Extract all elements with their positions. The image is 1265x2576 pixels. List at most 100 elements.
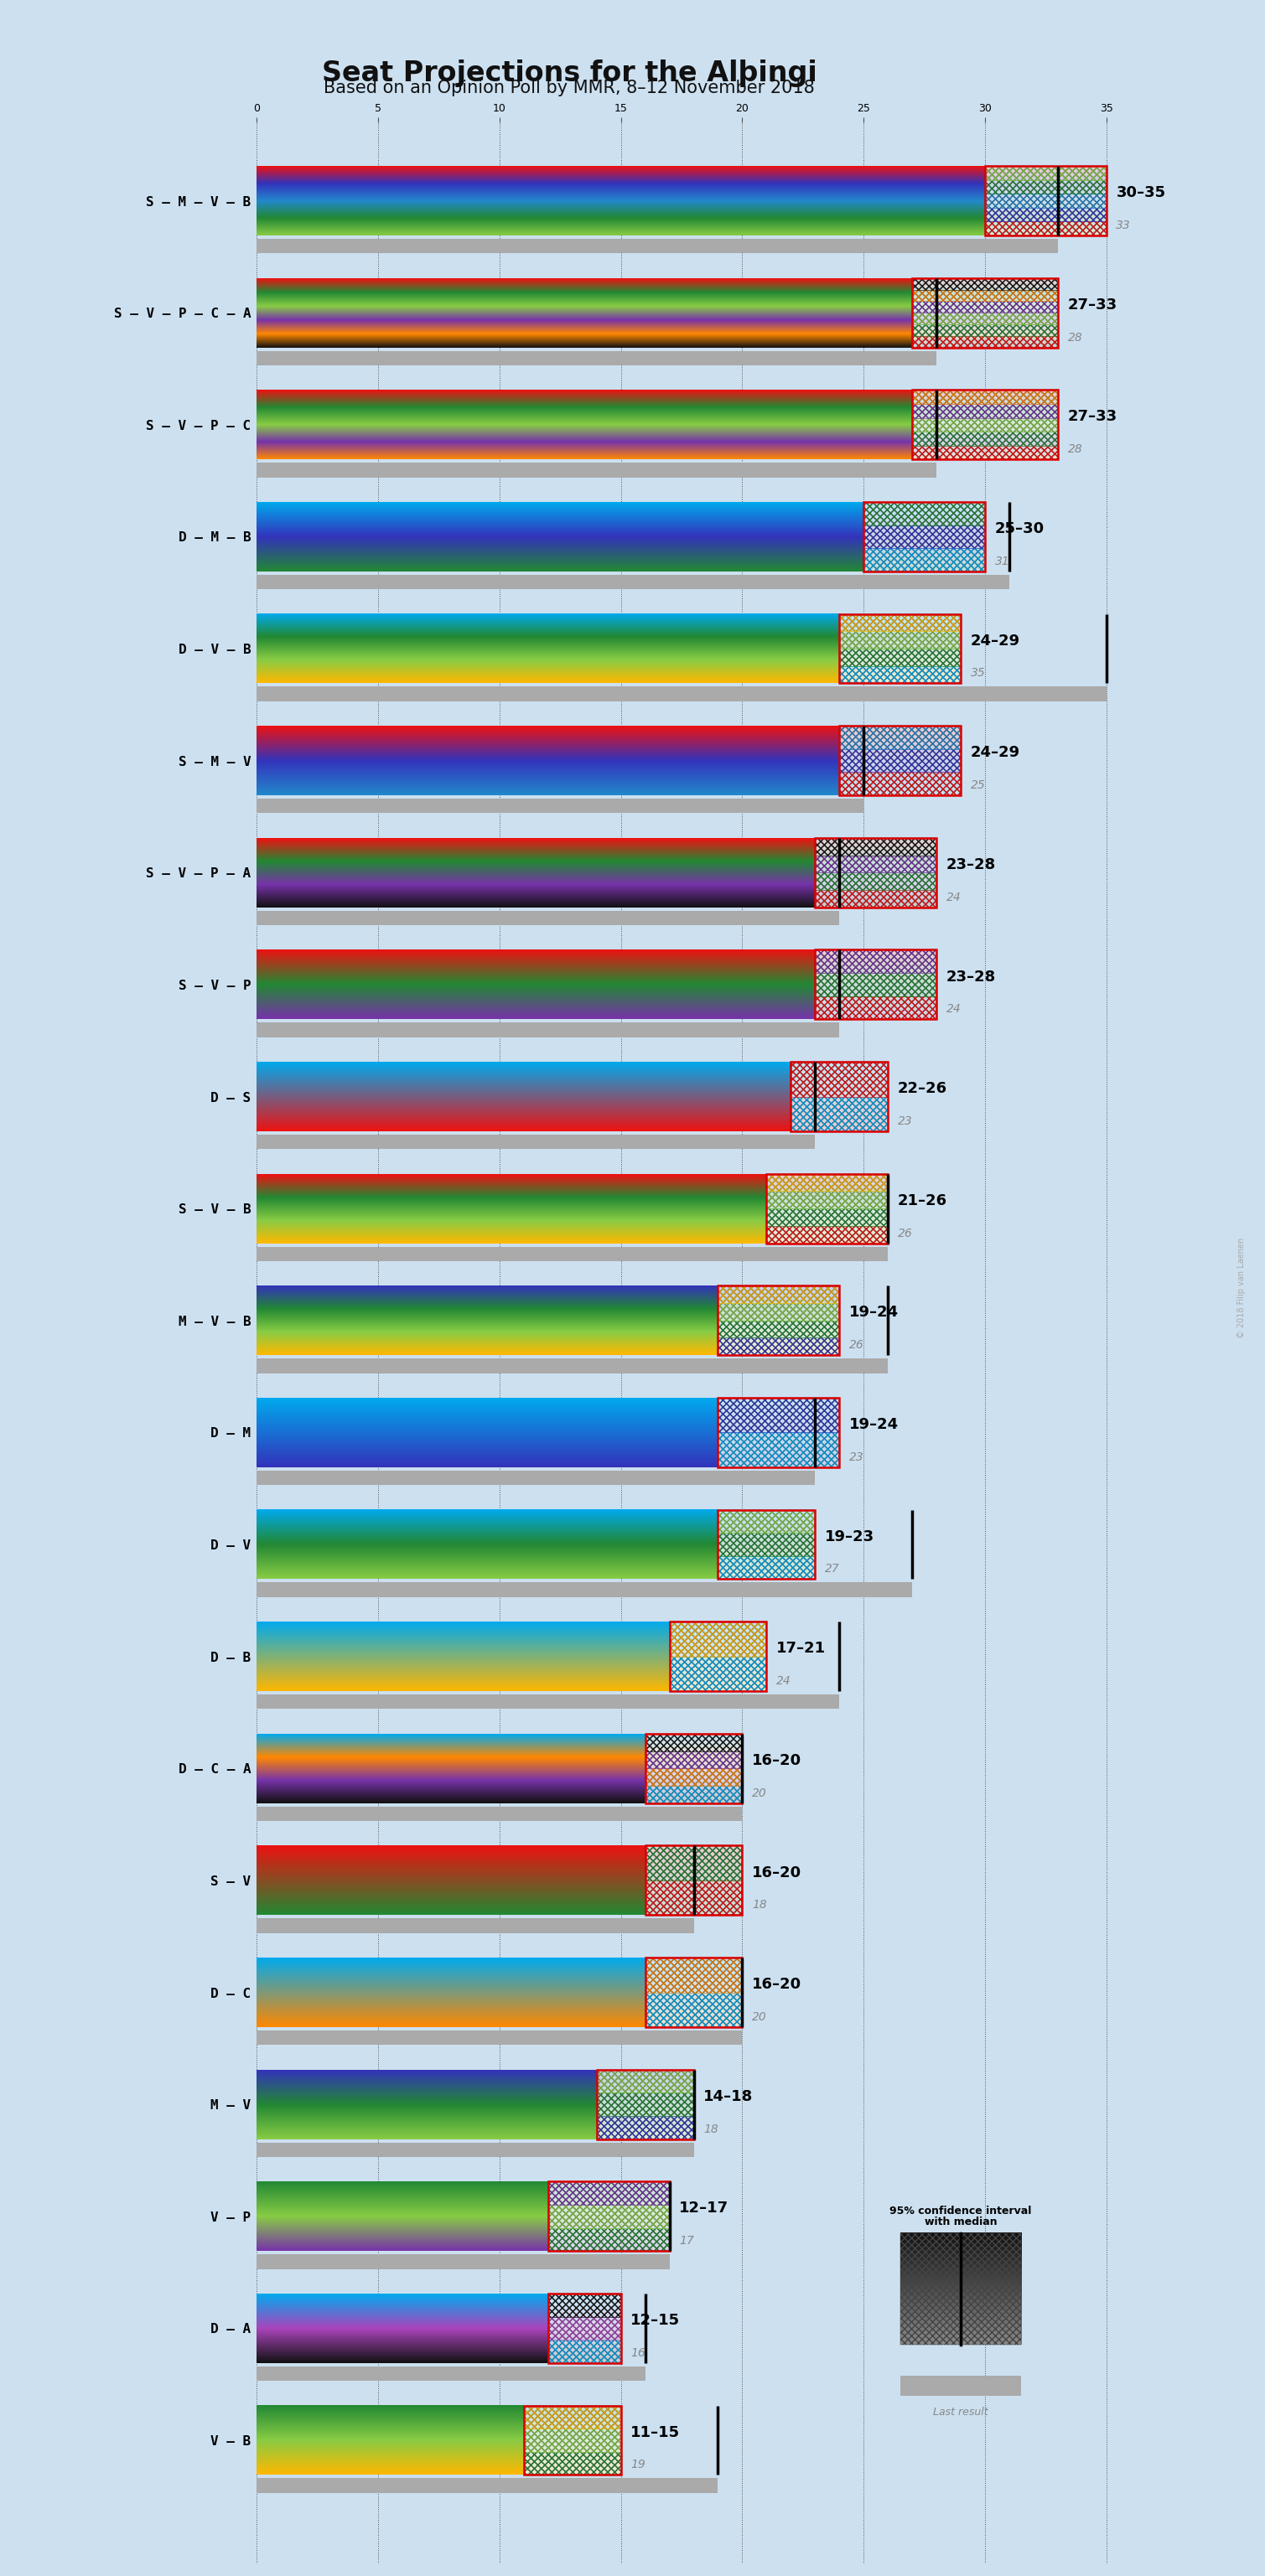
Bar <box>524 2406 621 2476</box>
Bar <box>719 1432 840 1468</box>
Bar <box>597 2069 693 2138</box>
Text: 24: 24 <box>946 891 961 904</box>
Bar <box>669 1623 767 1656</box>
Text: 22–26: 22–26 <box>898 1082 947 1097</box>
Bar <box>597 2092 693 2115</box>
Bar <box>864 549 985 572</box>
Bar <box>719 1399 840 1432</box>
Bar <box>840 613 960 631</box>
Bar <box>645 1880 743 1914</box>
Text: 27–33: 27–33 <box>1068 410 1117 425</box>
Text: 19–23: 19–23 <box>825 1530 874 1543</box>
Bar <box>985 165 1107 234</box>
Text: with median: with median <box>925 2205 997 2228</box>
Bar <box>548 2339 621 2362</box>
Bar <box>719 1510 815 1579</box>
Bar <box>645 1958 743 1991</box>
Text: 21–26: 21–26 <box>898 1193 947 1208</box>
Bar <box>257 1358 888 1373</box>
Bar <box>524 2406 621 2476</box>
Bar <box>815 837 936 907</box>
Text: 27: 27 <box>825 1564 840 1574</box>
Bar <box>645 1844 743 1914</box>
Bar <box>645 1991 743 2027</box>
Bar <box>645 1958 743 2027</box>
Text: 28: 28 <box>1068 332 1083 343</box>
Bar <box>985 165 1107 234</box>
Text: 17–21: 17–21 <box>777 1641 826 1656</box>
Bar <box>985 193 1107 209</box>
Bar <box>645 1844 743 1914</box>
Bar <box>912 404 1058 417</box>
Text: Last result: Last result <box>934 2406 988 2416</box>
Bar <box>548 2182 669 2251</box>
Text: 28: 28 <box>1068 443 1083 456</box>
Text: 23: 23 <box>849 1450 864 1463</box>
Text: 16–20: 16–20 <box>751 1754 802 1767</box>
Bar <box>912 389 1058 459</box>
Text: 16: 16 <box>630 2347 645 2360</box>
Bar <box>912 389 1058 459</box>
Text: Based on an Opinion Poll by MMR, 8–12 November 2018: Based on an Opinion Poll by MMR, 8–12 No… <box>324 80 815 98</box>
Bar <box>645 1734 743 1803</box>
Bar <box>257 688 1107 701</box>
Bar <box>548 2182 669 2205</box>
Bar <box>912 289 1058 301</box>
Bar <box>524 2406 621 2476</box>
Text: 26: 26 <box>849 1340 864 1350</box>
Bar <box>791 1097 888 1131</box>
Bar <box>815 889 936 907</box>
Bar <box>840 631 960 649</box>
Bar <box>985 180 1107 193</box>
Bar <box>815 951 936 1020</box>
Text: 23–28: 23–28 <box>946 858 996 873</box>
Bar <box>719 1399 840 1468</box>
Bar <box>840 667 960 683</box>
Bar <box>912 389 1058 459</box>
Text: 33: 33 <box>1116 219 1131 232</box>
Bar <box>257 2030 743 2045</box>
Bar <box>840 726 960 796</box>
Text: 23: 23 <box>898 1115 912 1128</box>
Text: 14–18: 14–18 <box>703 2089 753 2105</box>
Bar <box>767 1208 888 1226</box>
Bar <box>912 389 1058 404</box>
Bar <box>864 502 985 526</box>
Text: 18: 18 <box>751 1899 767 1911</box>
Bar <box>985 165 1107 234</box>
Text: 30–35: 30–35 <box>1116 185 1165 201</box>
Bar <box>548 2228 669 2251</box>
Bar <box>767 1190 888 1208</box>
Bar <box>257 464 936 477</box>
Bar <box>548 2182 669 2251</box>
Text: 23–28: 23–28 <box>946 969 996 984</box>
Bar <box>257 2143 693 2156</box>
Bar <box>767 1175 888 1190</box>
Bar <box>840 613 960 683</box>
Bar <box>767 1175 888 1244</box>
Text: 18: 18 <box>703 2123 719 2136</box>
Bar <box>864 502 985 572</box>
Bar <box>791 1061 888 1131</box>
Bar <box>912 278 1058 348</box>
Bar <box>815 997 936 1020</box>
Text: 16–20: 16–20 <box>751 1976 802 1991</box>
Bar <box>548 2293 621 2362</box>
Text: 19: 19 <box>630 2460 645 2470</box>
Bar <box>719 1533 815 1556</box>
Text: 27–33: 27–33 <box>1068 296 1117 312</box>
Bar <box>912 335 1058 348</box>
Bar <box>719 1510 815 1579</box>
Bar <box>257 1919 693 1932</box>
Bar <box>840 726 960 796</box>
Bar <box>912 417 1058 433</box>
Text: 25–30: 25–30 <box>994 520 1045 536</box>
Text: 24–29: 24–29 <box>970 634 1020 649</box>
Text: 24: 24 <box>946 1002 961 1015</box>
Bar <box>815 837 936 855</box>
Text: 24–29: 24–29 <box>970 744 1020 760</box>
Bar <box>719 1337 840 1355</box>
Bar <box>548 2293 621 2362</box>
Bar <box>840 726 960 796</box>
Bar <box>669 1623 767 1690</box>
